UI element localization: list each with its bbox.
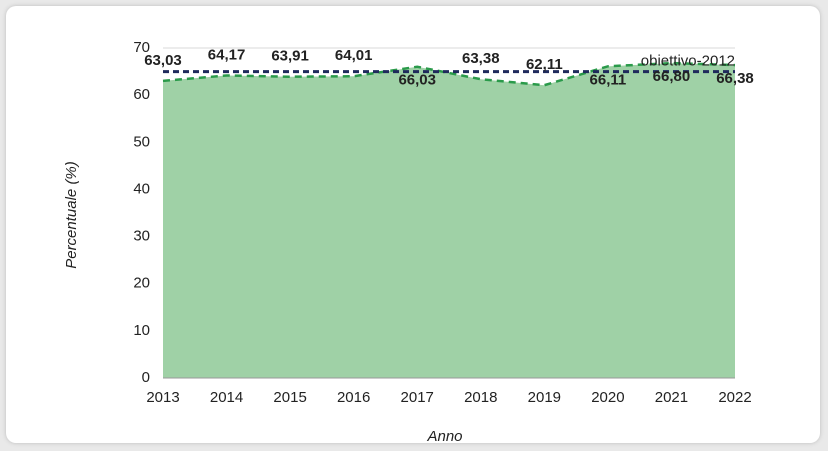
x-tick-label: 2014 xyxy=(210,389,243,406)
data-label: 66,03 xyxy=(398,72,436,89)
y-axis-label: Percentuale (%) xyxy=(63,161,80,269)
data-label: 66,38 xyxy=(716,70,754,87)
x-tick-label: 2013 xyxy=(146,389,179,406)
x-tick-label: 2018 xyxy=(464,389,497,406)
x-tick-label: 2015 xyxy=(273,389,306,406)
x-axis-label: Anno xyxy=(426,428,462,445)
y-tick-label: 70 xyxy=(133,39,150,56)
y-tick-label: 60 xyxy=(133,86,150,103)
x-tick-label: 2020 xyxy=(591,389,624,406)
area-line xyxy=(162,61,736,87)
y-tick-label: 40 xyxy=(133,180,150,197)
x-tick-label: 2019 xyxy=(528,389,561,406)
data-label: 63,91 xyxy=(271,48,309,65)
x-tick-label: 2017 xyxy=(401,389,434,406)
x-tick-label: 2016 xyxy=(337,389,370,406)
data-label: 66,11 xyxy=(590,71,627,88)
x-tick-label: 2022 xyxy=(718,389,751,406)
data-label: 62,11 xyxy=(526,56,563,73)
y-tick-label: 20 xyxy=(133,275,150,292)
y-tick-label: 50 xyxy=(133,133,150,150)
y-tick-label: 30 xyxy=(133,228,150,245)
data-label: 63,03 xyxy=(144,52,182,69)
area xyxy=(163,63,735,378)
x-tick-label: 2021 xyxy=(655,389,688,406)
data-label: 64,17 xyxy=(208,46,246,63)
data-label: 63,38 xyxy=(462,50,500,67)
y-tick-label: 10 xyxy=(133,322,150,339)
y-tick-label: 0 xyxy=(142,369,150,386)
data-label: 64,01 xyxy=(335,47,373,64)
data-label: 66,80 xyxy=(653,68,691,85)
reference-label: obiettivo-2012 xyxy=(641,53,735,70)
